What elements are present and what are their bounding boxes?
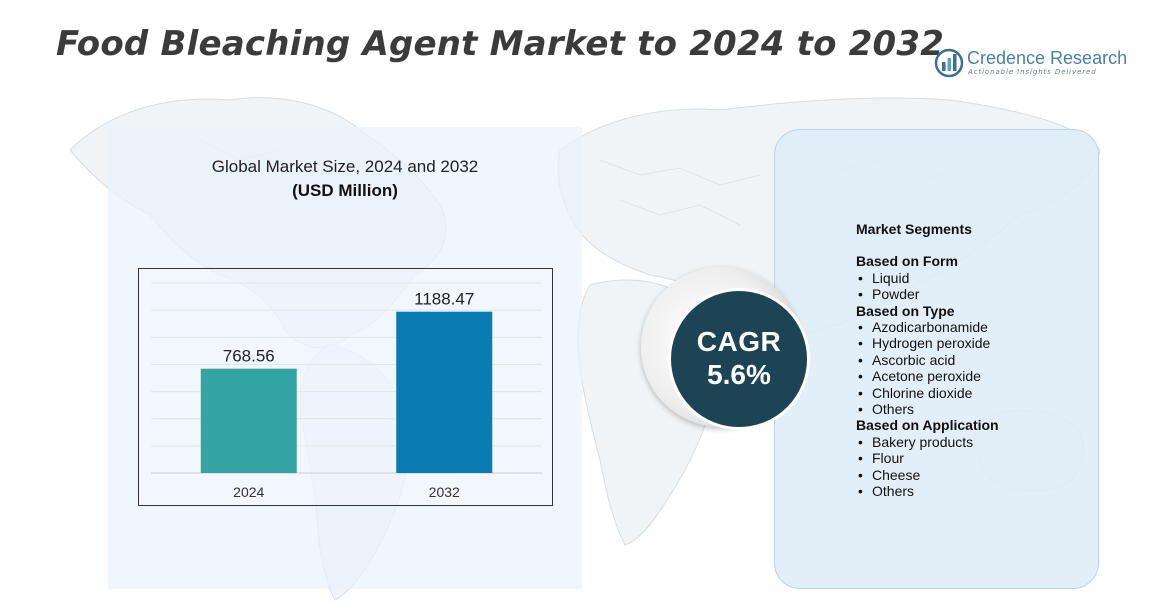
bar-chart: 768.56 2024 1188.47 2032 — [138, 268, 553, 506]
bar-2032 — [396, 311, 493, 473]
segment-item: Flour — [856, 450, 999, 467]
segment-item: Ascorbic acid — [856, 352, 999, 369]
segment-group-application: Based on Application Bakery products Flo… — [856, 417, 999, 499]
market-size-panel — [108, 127, 582, 589]
segment-group-form: Based on Form Liquid Powder — [856, 253, 999, 303]
segment-group-type: Based on Type Azodicarbonamide Hydrogen … — [856, 303, 999, 418]
cagr-label: CAGR — [696, 326, 782, 357]
segment-item: Powder — [856, 286, 999, 303]
segment-list: Liquid Powder — [856, 270, 999, 303]
segment-list: Bakery products Flour Cheese Others — [856, 434, 999, 500]
logo-name: Credence Research — [967, 48, 1128, 68]
segment-list: Azodicarbonamide Hydrogen peroxide Ascor… — [856, 319, 999, 418]
data-label-2032: 1188.47 — [414, 290, 474, 309]
segment-group-title: Based on Application — [856, 417, 999, 434]
chart-subtitle: (USD Million) — [292, 181, 398, 200]
chart-title: Global Market Size, 2024 and 2032 — [211, 157, 479, 176]
bar-2024 — [200, 368, 297, 473]
segment-item: Bakery products — [856, 434, 999, 451]
data-label-2024: 768.56 — [223, 347, 275, 366]
segment-item: Azodicarbonamide — [856, 319, 999, 336]
segment-group-title: Based on Form — [856, 253, 958, 270]
segments-header: Market Segments — [856, 221, 972, 237]
segment-group-title: Based on Type — [856, 302, 955, 319]
x-tick-label-2032: 2032 — [429, 484, 460, 500]
logo-tagline: Actionable Insights Delivered — [968, 68, 1097, 76]
segment-item: Others — [856, 401, 999, 418]
x-tick-label-2024: 2024 — [233, 484, 264, 500]
credence-research-logo: Credence Research Actionable Insights De… — [934, 46, 1128, 80]
segment-item: Hydrogen peroxide — [856, 335, 999, 352]
segment-item: Chlorine dioxide — [856, 385, 999, 402]
segment-item: Liquid — [856, 270, 999, 287]
cagr-badge: CAGR 5.6% — [668, 288, 810, 430]
logo-icon — [934, 48, 964, 78]
segment-item: Others — [856, 483, 999, 500]
market-segments: Market Segments Based on Form Liquid Pow… — [856, 221, 999, 500]
cagr-value: 5.6% — [707, 359, 771, 390]
bar-chart-canvas: 768.56 2024 1188.47 2032 — [151, 282, 542, 500]
segment-item: Acetone peroxide — [856, 368, 999, 385]
page-title: Food Bleaching Agent Market to 2024 to 2… — [56, 24, 945, 64]
segment-item: Cheese — [856, 467, 999, 484]
